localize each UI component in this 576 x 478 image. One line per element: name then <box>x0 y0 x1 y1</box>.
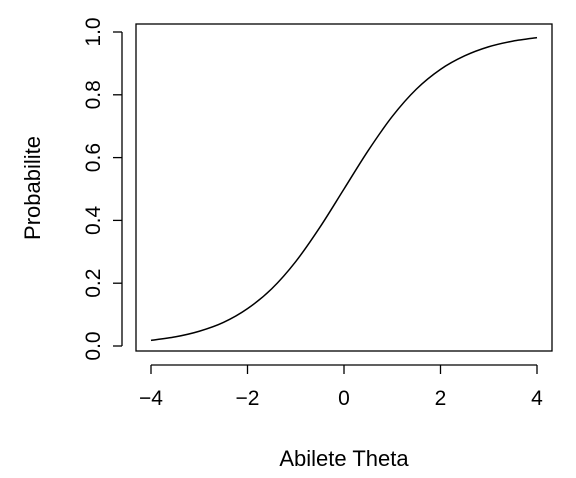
y-axis-title: Probabilite <box>20 136 45 240</box>
y-axis-ticks: 0.0 0.2 0.4 0.6 0.8 1.0 <box>82 17 122 361</box>
x-tick-label: −4 <box>139 387 163 410</box>
x-tick-label: 0 <box>338 387 350 410</box>
x-axis-title: Abilete Theta <box>279 446 409 471</box>
y-tick-label: 0.6 <box>82 143 105 172</box>
plot-frame <box>135 23 553 352</box>
y-tick-label: 0.4 <box>82 205 105 235</box>
x-tick-label: 2 <box>435 387 447 410</box>
y-tick-label: 0.0 <box>82 331 105 360</box>
x-tick-label: 4 <box>531 387 543 410</box>
probability-curve <box>150 36 538 342</box>
x-tick-label: −2 <box>236 387 260 410</box>
y-tick-label: 0.8 <box>82 80 105 109</box>
y-tick-label: 0.2 <box>82 269 105 298</box>
y-tick-label: 1.0 <box>82 17 105 46</box>
x-axis-ticks: −4 −2 0 2 4 <box>139 365 543 410</box>
